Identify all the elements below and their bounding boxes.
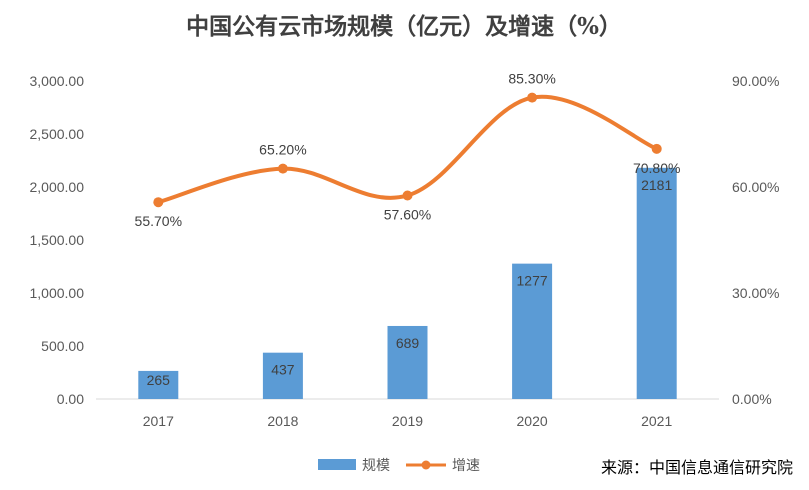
line-marker — [402, 190, 413, 201]
legend-line-marker — [421, 460, 431, 470]
left-tick-label: 1,000.00 — [30, 285, 85, 301]
line-data-label: 85.30% — [508, 71, 555, 87]
bar-data-label: 1277 — [517, 273, 548, 289]
line-data-label: 65.20% — [259, 142, 306, 158]
growth-line — [156, 94, 659, 205]
line-marker — [277, 163, 288, 174]
legend-bar-swatch — [318, 459, 356, 470]
right-tick-label: 30.00% — [732, 285, 779, 301]
right-tick-label: 0.00% — [732, 391, 772, 407]
bar — [512, 263, 553, 399]
x-tick-label: 2017 — [143, 413, 174, 429]
bar — [387, 325, 428, 399]
bar-data-label: 2181 — [641, 177, 672, 193]
legend-bar-label: 规模 — [362, 458, 390, 474]
right-tick-label: 60.00% — [732, 179, 779, 195]
left-tick-label: 3,000.00 — [30, 73, 85, 89]
bar-series: 265 437 689 1277 2181 — [138, 167, 677, 399]
line-data-label: 55.70% — [135, 213, 182, 229]
left-tick-label: 1,500.00 — [30, 232, 85, 248]
x-tick-label: 2021 — [641, 413, 672, 429]
bar — [262, 352, 303, 399]
x-tick-label: 2020 — [517, 413, 548, 429]
line-data-label: 70.80% — [633, 160, 680, 176]
source-note: 来源：中国信息通信研究院 — [601, 458, 793, 477]
x-axis: 2017 2018 2019 2020 2021 — [143, 413, 673, 429]
line-marker — [527, 92, 538, 103]
line-data-label: 57.60% — [384, 206, 431, 222]
left-tick-label: 0.00 — [57, 391, 84, 407]
left-tick-label: 2,500.00 — [30, 126, 85, 142]
chart-title: 中国公有云市场规模（亿元）及增速（%） — [186, 13, 622, 40]
line-series: 55.70% 65.20% 57.60% 85.30% 70.80% — [135, 71, 681, 230]
x-tick-label: 2018 — [267, 413, 298, 429]
bar — [138, 370, 179, 399]
line-marker — [153, 197, 164, 208]
left-tick-label: 500.00 — [41, 338, 84, 354]
bar — [636, 167, 677, 399]
legend-line-label: 增速 — [452, 458, 480, 474]
right-tick-label: 90.00% — [732, 73, 779, 89]
bar-data-label: 437 — [271, 362, 295, 378]
legend: 规模 增速 — [318, 458, 480, 474]
right-axis: 0.00% 30.00% 60.00% 90.00% — [732, 73, 779, 407]
bar-data-label: 689 — [396, 335, 420, 351]
bar-data-label: 265 — [147, 372, 171, 388]
left-axis: 0.00 500.00 1,000.00 1,500.00 2,000.00 2,500.… — [30, 73, 85, 407]
left-tick-label: 2,000.00 — [30, 179, 85, 195]
x-tick-label: 2019 — [392, 413, 423, 429]
line-marker — [651, 143, 662, 154]
